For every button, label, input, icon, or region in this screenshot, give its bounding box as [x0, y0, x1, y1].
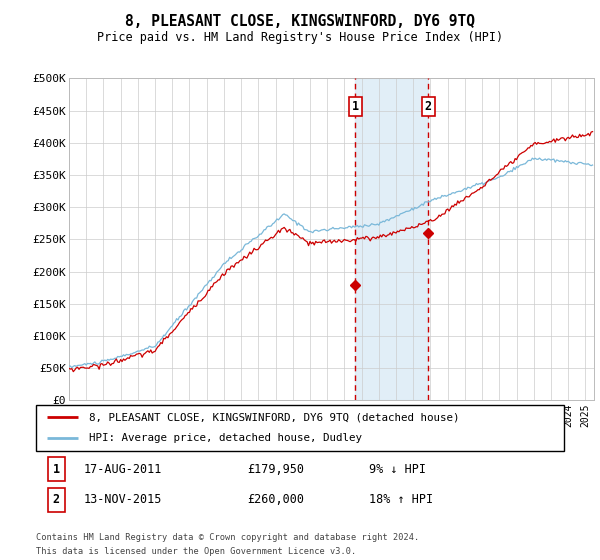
Text: 9% ↓ HPI: 9% ↓ HPI [368, 463, 425, 475]
Text: This data is licensed under the Open Government Licence v3.0.: This data is licensed under the Open Gov… [36, 547, 356, 556]
Text: 17-AUG-2011: 17-AUG-2011 [83, 463, 162, 475]
Text: 1: 1 [352, 100, 359, 113]
Bar [47, 457, 65, 481]
Text: 8, PLEASANT CLOSE, KINGSWINFORD, DY6 9TQ (detached house): 8, PLEASANT CLOSE, KINGSWINFORD, DY6 9TQ… [89, 412, 460, 422]
Text: 1: 1 [53, 463, 59, 475]
Bar [47, 488, 65, 512]
Text: 18% ↑ HPI: 18% ↑ HPI [368, 493, 433, 506]
Text: 8, PLEASANT CLOSE, KINGSWINFORD, DY6 9TQ: 8, PLEASANT CLOSE, KINGSWINFORD, DY6 9TQ [125, 14, 475, 29]
Text: 13-NOV-2015: 13-NOV-2015 [83, 493, 162, 506]
Text: £179,950: £179,950 [247, 463, 304, 475]
Text: HPI: Average price, detached house, Dudley: HPI: Average price, detached house, Dudl… [89, 433, 362, 444]
Text: 2: 2 [53, 493, 59, 506]
Text: 2: 2 [425, 100, 432, 113]
Bar [355, 78, 428, 400]
Text: Price paid vs. HM Land Registry's House Price Index (HPI): Price paid vs. HM Land Registry's House … [97, 31, 503, 44]
Text: £260,000: £260,000 [247, 493, 304, 506]
Text: Contains HM Land Registry data © Crown copyright and database right 2024.: Contains HM Land Registry data © Crown c… [36, 533, 419, 542]
